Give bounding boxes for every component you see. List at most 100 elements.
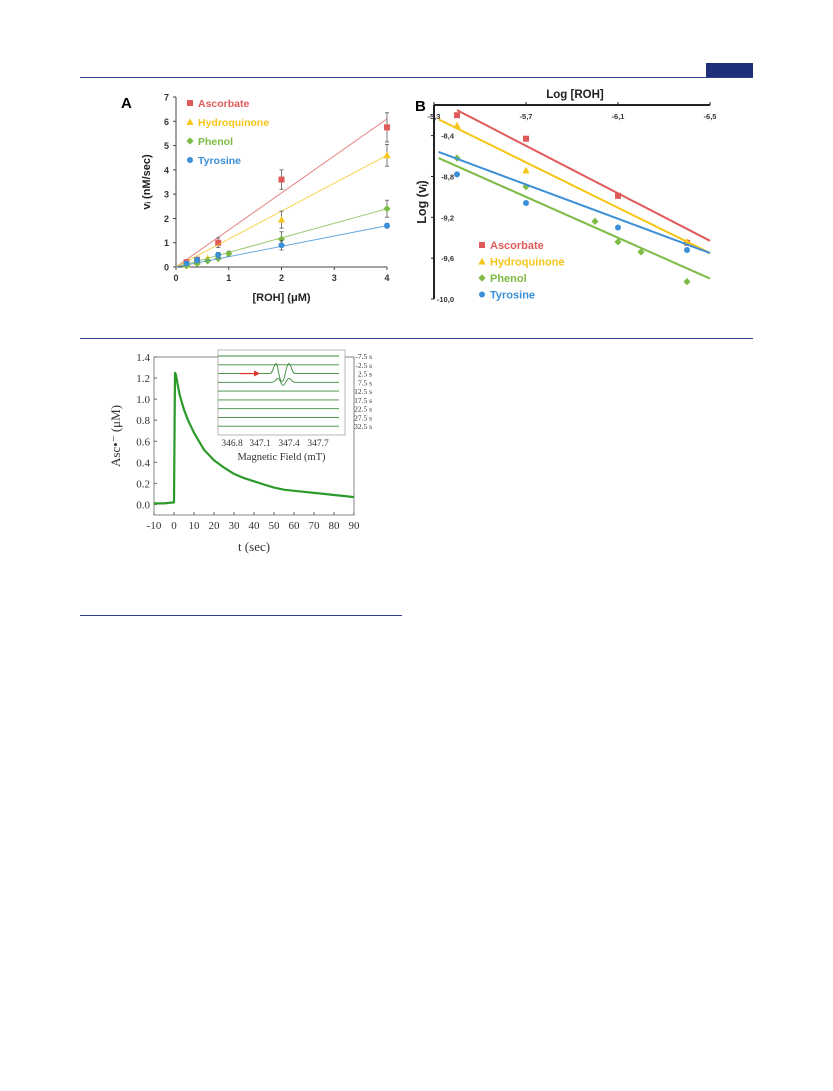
- trace-time-label: 32.5 s: [354, 422, 372, 431]
- y-tick-label: -8,4: [441, 132, 455, 141]
- fit-line: [438, 118, 711, 254]
- x-tick-label: 70: [309, 520, 321, 532]
- inset-epr-spectra: -7.5 s-2.5 s2.5 s7.5 s12.5 s17.5 s22.5 s…: [217, 349, 372, 463]
- y-tick-label: 0: [164, 263, 169, 273]
- legend-label: Ascorbate: [198, 98, 250, 110]
- legend-marker: [478, 257, 486, 265]
- x-tick-label: 3: [332, 273, 337, 283]
- legend-marker: [479, 242, 485, 248]
- x-tick-label: 2: [279, 273, 284, 283]
- y-tick-label: -9,6: [441, 254, 454, 263]
- fit-line: [175, 118, 388, 268]
- trace-time-label: 27.5 s: [354, 413, 372, 422]
- inset-x-tick-label: 346.8: [221, 439, 243, 449]
- y-tick-label: 0.0: [136, 499, 150, 511]
- epr-trace: [218, 363, 339, 383]
- trace-time-label: 12.5 s: [354, 387, 372, 396]
- fit-line: [438, 157, 711, 280]
- data-point: [615, 224, 621, 231]
- x-axis-label: t (sec): [238, 539, 270, 554]
- x-tick-label: 50: [269, 520, 281, 532]
- x-tick-label: 40: [249, 520, 261, 532]
- inset-frame: [217, 349, 346, 436]
- data-point: [384, 222, 390, 229]
- y-tick-label: -8,8: [441, 172, 454, 181]
- legend-label: Phenol: [198, 136, 233, 148]
- data-point: [454, 112, 460, 119]
- x-tick-label: 0: [173, 273, 178, 283]
- y-tick-label: 1.2: [136, 373, 150, 385]
- x-tick-label: 1: [226, 273, 231, 283]
- trace-time-label: -7.5 s: [355, 352, 372, 361]
- data-point: [215, 239, 222, 246]
- data-point: [277, 215, 286, 223]
- data-point: [591, 217, 599, 225]
- series-ascorbate: [454, 109, 711, 246]
- x-tick-label: 0: [171, 520, 177, 532]
- trace-time-label: -2.5 s: [355, 361, 372, 370]
- page-number-tab: [706, 63, 753, 77]
- x-tick-label: 30: [229, 520, 241, 532]
- data-point: [183, 260, 190, 267]
- data-point: [278, 176, 285, 183]
- panel-label-b: B: [415, 98, 426, 115]
- y-tick-label: -9,2: [441, 213, 454, 222]
- y-tick-label: 6: [164, 117, 169, 127]
- x-tick-label: 60: [289, 520, 301, 532]
- x-axis-label: Log [ROH]: [546, 89, 604, 101]
- y-tick-label: 0.2: [136, 478, 150, 490]
- panel-label-a: A: [121, 95, 132, 112]
- legend-marker: [186, 118, 194, 125]
- data-point: [454, 171, 460, 178]
- series-tyrosine: [175, 222, 390, 268]
- y-tick-label: 0.8: [136, 415, 150, 427]
- legend-marker: [187, 100, 193, 106]
- x-tick-label: -10: [147, 520, 162, 532]
- legend-label: Ascorbate: [490, 240, 544, 252]
- legend-label: Phenol: [490, 273, 527, 285]
- legend-label: Tyrosine: [490, 290, 535, 302]
- data-point: [523, 135, 529, 142]
- x-axis-label: [ROH] (μM): [252, 292, 310, 304]
- series-phenol: [438, 154, 711, 286]
- y-tick-label: 5: [164, 141, 169, 151]
- section-rule-2: [80, 615, 402, 616]
- y-tick-label: -10,0: [437, 295, 454, 304]
- legend-marker: [479, 291, 485, 298]
- x-tick-label: -5,3: [428, 112, 441, 121]
- legend-marker: [478, 274, 486, 282]
- y-tick-label: 3: [164, 190, 169, 200]
- series-tyrosine: [438, 151, 711, 254]
- data-point: [523, 200, 529, 207]
- trace-time-label: 2.5 s: [358, 370, 372, 379]
- y-tick-label: 0.6: [136, 436, 150, 448]
- legend-label: Hydroquinone: [490, 257, 565, 269]
- x-tick-label: 4: [384, 273, 389, 283]
- y-axis-label: vᵢ (nM/sec): [141, 154, 153, 210]
- chart-a: A 0 1 2 3 4 5 6 7 0 1 2 3 4 [ROH] (μM) vᵢ (nM/sec) Asco…: [121, 93, 391, 304]
- legend-label: Tyrosine: [198, 155, 241, 167]
- data-point: [615, 192, 621, 199]
- data-point: [453, 121, 461, 129]
- data-point: [683, 278, 691, 286]
- chart-c: 0.0 0.2 0.4 0.6 0.8 1.0 1.2 1.4 -10 0 10 20 30 40 50 60…: [108, 349, 372, 554]
- data-point: [383, 205, 391, 213]
- x-tick-label: -6,1: [612, 112, 625, 121]
- inset-x-axis-label: Magnetic Field (mT): [237, 452, 326, 463]
- section-rule-1: [80, 338, 753, 339]
- x-tick-label: -6,5: [704, 112, 717, 121]
- trace-time-label: 17.5 s: [354, 396, 372, 405]
- x-tick-label: 90: [349, 520, 361, 532]
- x-tick-label: -5,7: [520, 112, 533, 121]
- y-tick-label: 1: [164, 238, 169, 248]
- arrow-icon: [254, 370, 260, 377]
- y-tick-label: 1.4: [136, 352, 150, 364]
- y-tick-label: 0.4: [136, 457, 150, 469]
- data-point: [277, 235, 286, 243]
- series-hydroquinone: [438, 118, 711, 254]
- data-point: [684, 246, 690, 253]
- inset-x-tick-label: 347.4: [278, 439, 300, 449]
- inset-x-tick-label: 347.1: [249, 439, 271, 449]
- data-point: [384, 124, 390, 131]
- decay-trace: [154, 371, 355, 505]
